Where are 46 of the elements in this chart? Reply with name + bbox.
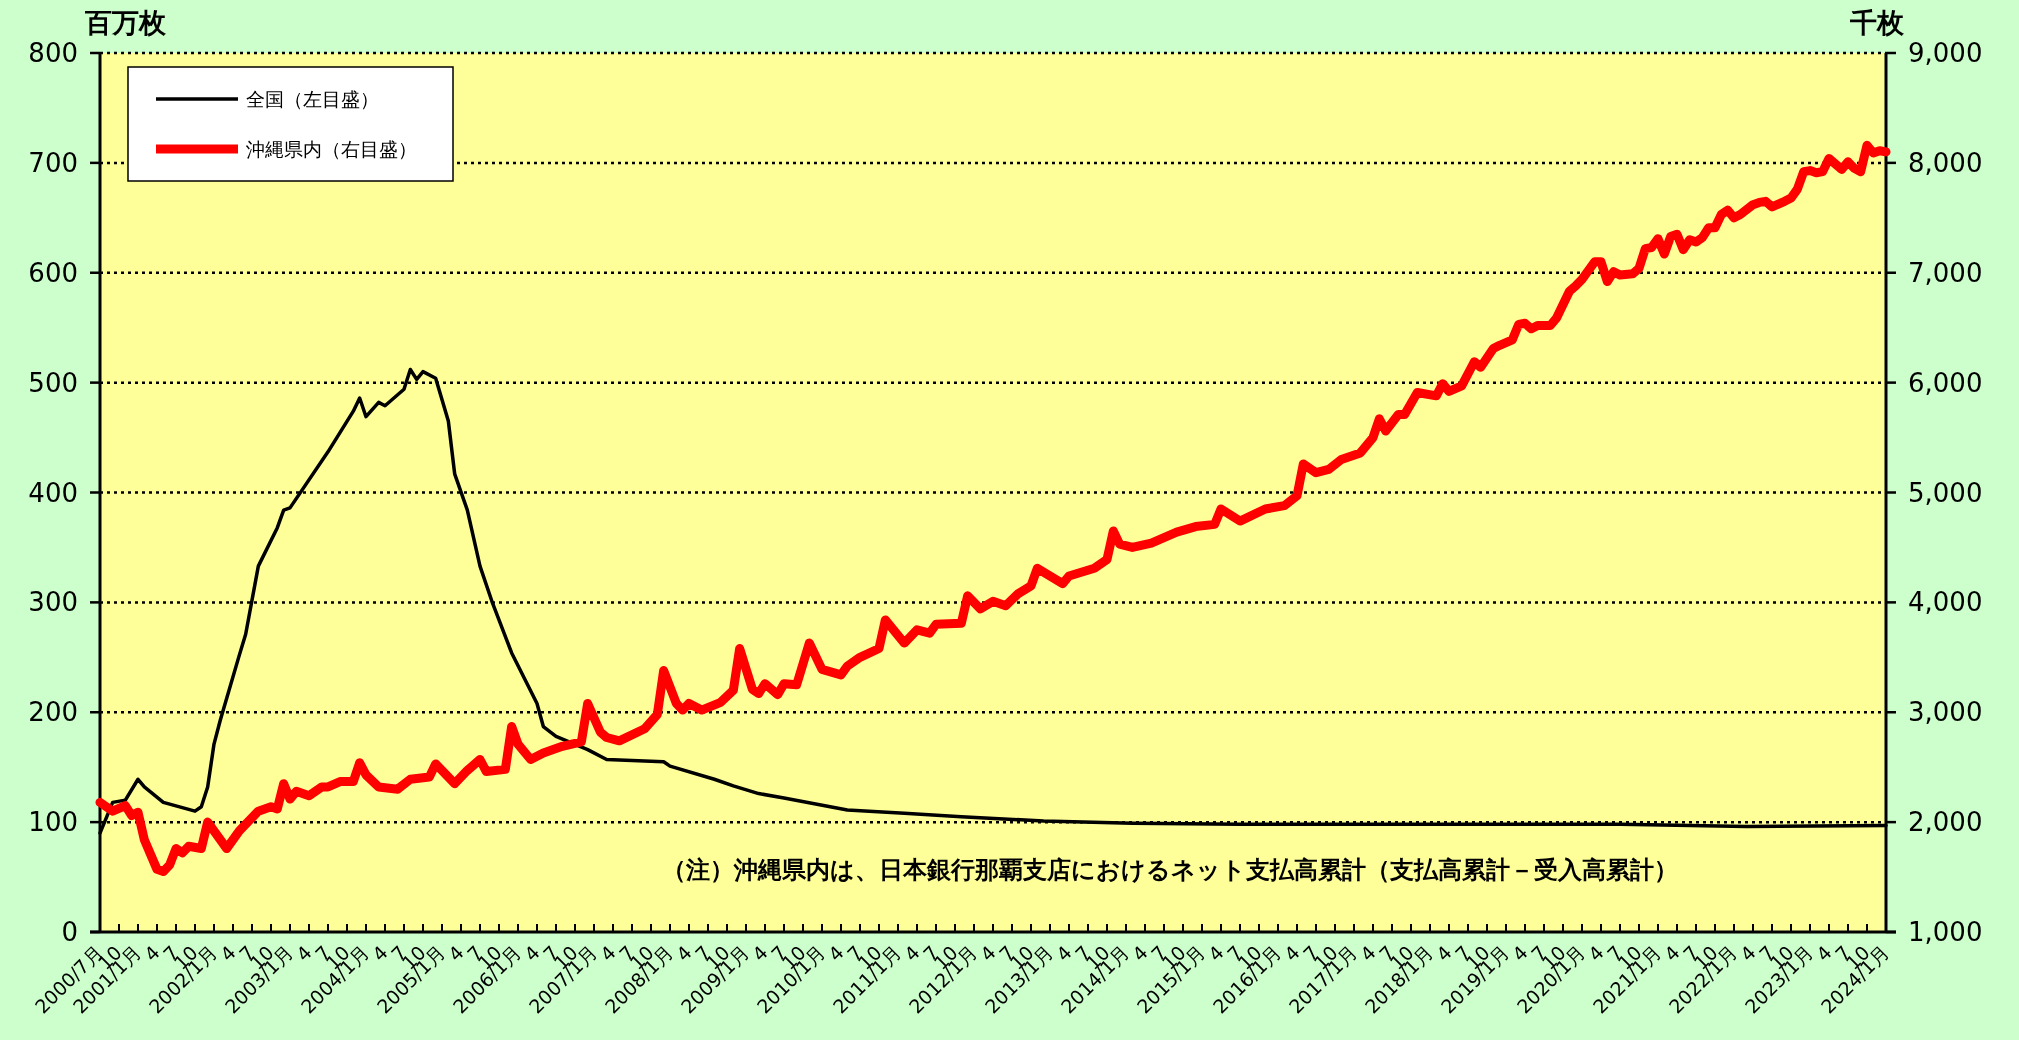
y2-tick-label: 5,000	[1908, 477, 1983, 508]
x-tick-label: 4	[367, 941, 392, 966]
y-tick-label: 100	[28, 807, 78, 838]
y-axis-title: 百万枚	[84, 7, 167, 38]
x-tick-label: 4	[291, 941, 316, 966]
x-tick-label: 4	[215, 941, 240, 966]
y2-tick-label: 8,000	[1908, 147, 1983, 178]
x-tick-label: 4	[1659, 941, 1684, 966]
legend-label: 全国（左目盛）	[246, 88, 379, 110]
y2-tick-label: 1,000	[1908, 917, 1983, 947]
x-tick-label: 4	[747, 941, 772, 966]
y2-tick-label: 2,000	[1908, 807, 1983, 838]
legend-label: 沖縄県内（右目盛）	[246, 138, 417, 160]
x-tick-label: 4	[1203, 941, 1228, 966]
x-tick-label: 4	[595, 941, 620, 966]
x-tick-label: 4	[1127, 941, 1152, 966]
x-tick-label: 4	[1507, 941, 1532, 966]
x-tick-label: 4	[975, 941, 1000, 966]
x-tick-label: 4	[1279, 941, 1304, 966]
x-tick-label: 4	[443, 941, 468, 966]
x-tick-label: 4	[139, 941, 164, 966]
x-tick-label: 4	[671, 941, 696, 966]
x-tick-label: 4	[823, 941, 848, 966]
x-tick-label: 4	[1051, 941, 1076, 966]
y2-axis-title: 千枚	[1849, 7, 1905, 38]
x-tick-label: 4	[1583, 941, 1608, 966]
x-tick-label: 4	[1431, 941, 1456, 966]
y-tick-label: 0	[61, 917, 78, 947]
y-tick-label: 700	[28, 147, 78, 178]
y-tick-label: 500	[28, 367, 78, 398]
y-tick-label: 600	[28, 257, 78, 288]
x-tick-label: 4	[899, 941, 924, 966]
x-tick-label: 4	[1811, 941, 1836, 966]
y2-tick-label: 3,000	[1908, 697, 1983, 728]
y2-tick-label: 7,000	[1908, 257, 1983, 288]
y-tick-label: 400	[28, 477, 78, 508]
y-tick-label: 800	[28, 38, 78, 68]
y2-tick-label: 6,000	[1908, 367, 1983, 398]
y2-tick-label: 4,000	[1908, 587, 1983, 618]
y-tick-label: 200	[28, 697, 78, 728]
x-tick-label: 4	[519, 941, 544, 966]
x-tick-label: 4	[1355, 941, 1380, 966]
y2-tick-label: 9,000	[1908, 38, 1983, 68]
x-tick-label: 4	[1735, 941, 1760, 966]
annotation: （注）沖縄県内は、日本銀行那覇支店におけるネット支払高累計（支払高累計－受入高累計）	[662, 856, 1678, 884]
y-tick-label: 300	[28, 587, 78, 618]
